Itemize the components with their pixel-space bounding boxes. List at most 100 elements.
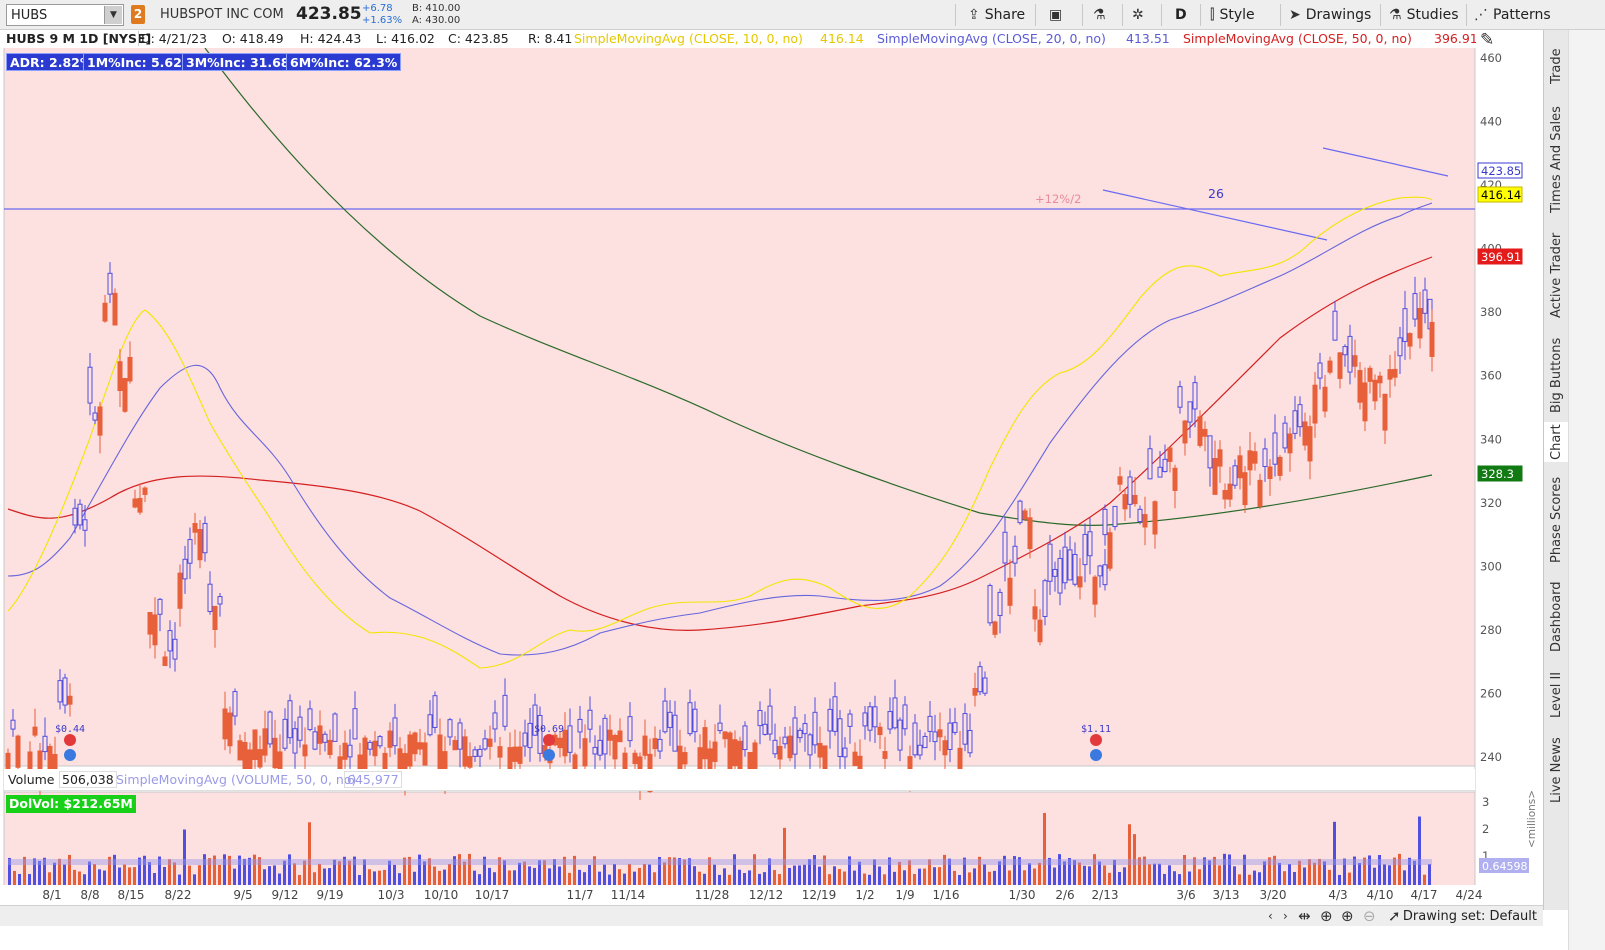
scroll-right-icon[interactable]: › xyxy=(1283,909,1288,923)
company-name: HUBSPOT INC COM xyxy=(160,7,284,22)
trendline-descending[interactable] xyxy=(1102,189,1328,241)
time-axis[interactable]: 8/1 8/8 8/15 8/22 9/5 9/12 9/19 10/3 10/10 10/17 1… xyxy=(42,888,1482,902)
side-tab-big-buttons[interactable]: Big Buttons xyxy=(1549,337,1564,413)
candle-body xyxy=(997,591,1003,617)
volume-bar xyxy=(638,867,641,885)
patterns-button[interactable]: ⋰ Patterns xyxy=(1474,4,1551,26)
zoom-in-icon[interactable]: ⊕ xyxy=(1341,907,1354,925)
trendline-upper[interactable] xyxy=(1322,147,1449,177)
price-tag-box xyxy=(1477,465,1523,482)
volume-bar xyxy=(523,861,526,885)
candle-body xyxy=(272,737,278,769)
volume-bar xyxy=(1418,816,1421,885)
volume-unit-label: <millions> xyxy=(1526,790,1538,848)
volume-bar xyxy=(963,857,966,885)
candle-body xyxy=(1222,490,1228,500)
candle xyxy=(1217,440,1223,483)
settings-button[interactable]: ✲ xyxy=(1132,4,1149,26)
candle xyxy=(1227,466,1233,508)
pointer-icon[interactable]: ➚ xyxy=(1388,907,1401,925)
time-axis-label: 1/2 xyxy=(855,888,874,902)
sma50-label[interactable]: SimpleMovingAvg (CLOSE, 50, 0, no) xyxy=(1183,31,1412,46)
volume-bar xyxy=(783,827,786,885)
volume-bar xyxy=(778,874,781,885)
drawing-tool-icon[interactable]: ✎ xyxy=(1480,30,1495,50)
studies-button[interactable]: ⚗ Studies xyxy=(1389,4,1459,26)
crosshair-icon[interactable]: ⊕ xyxy=(1320,907,1333,925)
sma20-label[interactable]: SimpleMovingAvg (CLOSE, 20, 0, no) xyxy=(877,31,1106,46)
symbol-input[interactable]: HUBS ▼ xyxy=(6,4,124,26)
price-chart[interactable]: +12%/2 26 $0.44 $0.69 $1.11 460440420400… xyxy=(0,48,1543,905)
right-edge-strip xyxy=(1568,30,1605,950)
candle-body xyxy=(1027,517,1033,550)
candle xyxy=(802,714,808,752)
price-tag: 423.85 xyxy=(1477,162,1523,179)
candle-body xyxy=(372,740,378,757)
side-tab-active-trader[interactable]: Active Trader xyxy=(1549,232,1564,318)
share-button[interactable]: ⇪ Share xyxy=(968,4,1025,26)
info-bulb-icon[interactable] xyxy=(1090,749,1102,761)
dividend-marker[interactable]: $0.44 xyxy=(55,724,85,761)
zoom-out-icon[interactable]: ⊖ xyxy=(1363,907,1376,925)
drawings-button[interactable]: ➤ Drawings xyxy=(1289,4,1371,26)
volume-bar xyxy=(1093,854,1096,885)
candle xyxy=(312,727,318,751)
side-tab-chart[interactable]: Chart xyxy=(1544,422,1569,462)
info-bulb-icon[interactable] xyxy=(543,749,555,761)
chart-title[interactable]: HUBS 9 M 1D [NYSE] xyxy=(6,31,152,46)
volume-label[interactable]: Volume xyxy=(8,772,55,787)
volume-bar xyxy=(58,858,61,885)
candle xyxy=(162,651,168,667)
dividend-marker[interactable]: $1.11 xyxy=(1081,724,1111,761)
expand-time-axis-icon[interactable]: ⇹ xyxy=(1298,907,1311,925)
candle xyxy=(1117,466,1123,492)
earnings-icon[interactable] xyxy=(1090,734,1102,746)
volume-bar xyxy=(943,854,946,885)
candle xyxy=(1257,473,1263,510)
volume-bar xyxy=(1358,863,1361,885)
volume-bar xyxy=(1253,870,1256,885)
flexible-grid-button[interactable]: ▣ xyxy=(1049,4,1067,26)
volume-sma-label[interactable]: SimpleMovingAvg (VOLUME, 50, 0, no) xyxy=(116,772,357,787)
candle-body xyxy=(287,700,293,739)
side-tab-dashboard[interactable]: Dashboard xyxy=(1549,581,1564,653)
candle xyxy=(1137,505,1143,525)
candle-body xyxy=(1077,576,1083,588)
sma200-line xyxy=(204,48,1433,526)
candle xyxy=(922,732,928,749)
scroll-left-icon[interactable]: ‹ xyxy=(1268,909,1273,923)
candle xyxy=(502,678,508,731)
side-tab-trade[interactable]: Trade xyxy=(1549,48,1564,84)
candle-body xyxy=(902,704,908,730)
candle xyxy=(1242,466,1248,513)
style-button[interactable]: ⫿ Style xyxy=(1210,4,1255,26)
candle xyxy=(1112,505,1118,531)
side-tab-times-and-sales[interactable]: Times And Sales xyxy=(1549,106,1564,214)
candle xyxy=(1287,427,1293,472)
candle-body xyxy=(1007,577,1013,606)
side-tab-live-news[interactable]: Live News xyxy=(1549,737,1564,803)
candle-body xyxy=(1267,466,1273,480)
aggregation-period-button[interactable]: D xyxy=(1175,4,1187,26)
drawing-set-selector[interactable]: Drawing set: Default xyxy=(1402,909,1537,924)
candle-body xyxy=(1367,367,1373,382)
earnings-icon[interactable] xyxy=(64,734,76,746)
info-bulb-icon[interactable] xyxy=(64,749,76,761)
earnings-icon[interactable] xyxy=(543,734,555,746)
side-tab-level-ii[interactable]: Level II xyxy=(1549,671,1564,719)
candle xyxy=(867,701,873,742)
dividend-marker[interactable]: $0.69 xyxy=(534,724,564,761)
candle-body xyxy=(777,745,783,760)
candle-body xyxy=(82,519,88,531)
candle xyxy=(172,622,178,672)
symbol-dropdown-icon[interactable]: ▼ xyxy=(104,6,122,24)
candle xyxy=(782,726,788,749)
side-tab-phase-scores[interactable]: Phase Scores xyxy=(1549,476,1564,564)
studies-lab-button[interactable]: ⚗ xyxy=(1093,4,1111,26)
candle xyxy=(1012,535,1018,577)
candle-body xyxy=(967,729,973,754)
candle xyxy=(827,698,833,749)
volume-bar xyxy=(318,863,321,885)
link-group-badge[interactable]: 2 xyxy=(131,5,145,24)
sma10-label[interactable]: SimpleMovingAvg (CLOSE, 10, 0, no) xyxy=(574,31,803,46)
